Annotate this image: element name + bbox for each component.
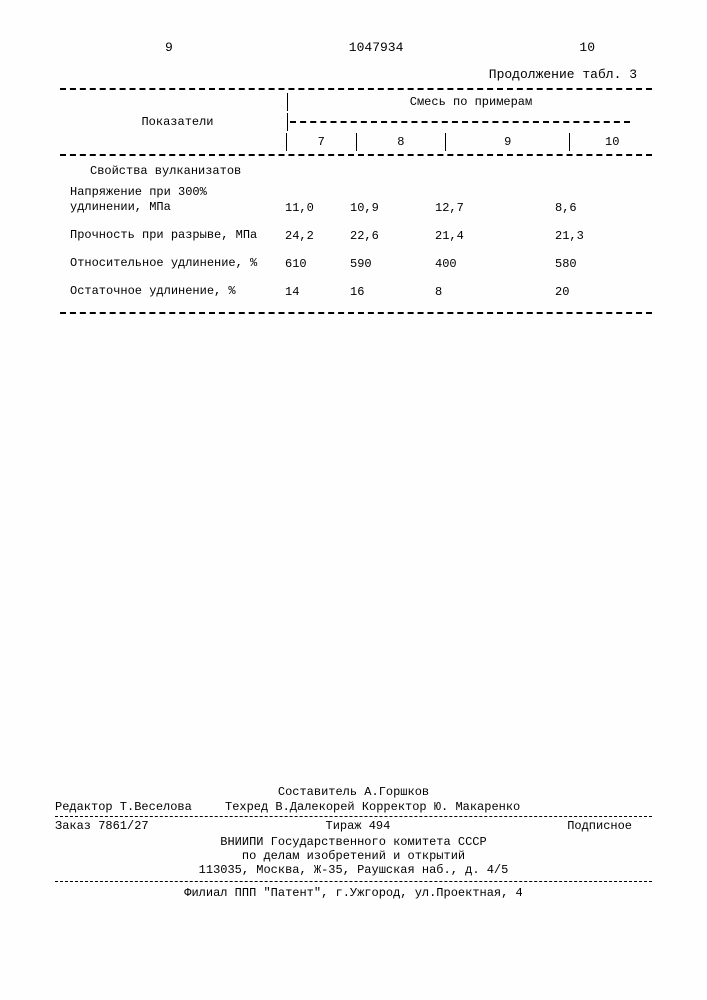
header-page-numbers: 9 1047934 10 bbox=[165, 40, 595, 55]
cell: 21,4 bbox=[435, 229, 555, 243]
table-continuation-label: Продолжение табл. 3 bbox=[60, 67, 637, 82]
org-line-1: ВНИИПИ Государственного комитета СССР bbox=[55, 835, 652, 849]
patent-page: 9 1047934 10 Продолжение табл. 3 Смесь п… bbox=[0, 0, 707, 1000]
col-divider bbox=[569, 133, 570, 151]
publisher-address: 113035, Москва, Ж-35, Раушская наб., д. … bbox=[55, 863, 652, 877]
col-7: 7 bbox=[318, 135, 325, 149]
table-row: Прочность при разрыве, МПа 24,2 22,6 21,… bbox=[60, 218, 652, 246]
table-header-divider bbox=[60, 154, 652, 156]
document-number: 1047934 bbox=[349, 40, 404, 55]
col-divider bbox=[356, 133, 357, 151]
row-label: Напряжение при 300% удлинении, МПа bbox=[60, 185, 285, 215]
imprint-publisher: Заказ 7861/27 Тираж 494 Подписное ВНИИПИ… bbox=[55, 817, 652, 882]
indicators-header: Показатели bbox=[141, 115, 213, 129]
table-row: Напряжение при 300% удлинении, МПа 11,0 … bbox=[60, 182, 652, 218]
cell: 400 bbox=[435, 257, 555, 271]
table-header-row-2: Показатели bbox=[60, 112, 652, 132]
col-divider bbox=[445, 133, 446, 151]
subscription: Подписное bbox=[567, 819, 632, 833]
cell: 16 bbox=[350, 285, 435, 299]
editor: Редактор Т.Веселова bbox=[55, 800, 225, 814]
col-divider bbox=[286, 133, 287, 151]
table-border-top bbox=[60, 88, 652, 90]
row-label: Остаточное удлинение, % bbox=[60, 284, 285, 299]
cell: 20 bbox=[555, 285, 635, 299]
table-border-bottom bbox=[60, 312, 652, 314]
row-label: Прочность при разрыве, МПа bbox=[60, 228, 285, 243]
order-line: Заказ 7861/27 Тираж 494 Подписное bbox=[55, 819, 652, 835]
table-row: Остаточное удлинение, % 14 16 8 20 bbox=[60, 274, 652, 302]
cell: 590 bbox=[350, 257, 435, 271]
cell: 8 bbox=[435, 285, 555, 299]
techred-corrector: Техред В.Далекорей Корректор Ю. Макаренк… bbox=[225, 800, 652, 814]
page-right-number: 10 bbox=[579, 40, 595, 55]
imprint-block: Составитель А.Горшков Редактор Т.Веселов… bbox=[55, 785, 652, 900]
col-divider bbox=[287, 113, 288, 131]
cell: 12,7 bbox=[435, 201, 555, 215]
table-header-row-1: Смесь по примерам bbox=[60, 92, 652, 112]
order-number: Заказ 7861/27 bbox=[55, 819, 149, 833]
cell: 24,2 bbox=[285, 229, 350, 243]
cell: 14 bbox=[285, 285, 350, 299]
vulcanizate-section-title: Свойства вулканизатов bbox=[60, 158, 652, 182]
cell: 10,9 bbox=[350, 201, 435, 215]
imprint-editor-line: Редактор Т.Веселова Техред В.Далекорей К… bbox=[55, 800, 652, 817]
col-10: 10 bbox=[605, 135, 619, 149]
page-left-number: 9 bbox=[165, 40, 173, 55]
mix-header: Смесь по примерам bbox=[410, 95, 532, 109]
table-row: Относительное удлинение, % 610 590 400 5… bbox=[60, 246, 652, 274]
cell: 21,3 bbox=[555, 229, 635, 243]
data-table: Смесь по примерам Показатели 7 8 9 10 Св… bbox=[60, 88, 652, 314]
cell: 8,6 bbox=[555, 201, 635, 215]
sub-header-dash bbox=[290, 121, 630, 123]
row-label: Относительное удлинение, % bbox=[60, 256, 285, 271]
col-8: 8 bbox=[397, 135, 404, 149]
table-header-row-3: 7 8 9 10 bbox=[60, 132, 652, 152]
col-divider bbox=[287, 93, 288, 111]
cell: 580 bbox=[555, 257, 635, 271]
print-run: Тираж 494 bbox=[326, 819, 391, 833]
org-line-2: по делам изобретений и открытий bbox=[55, 849, 652, 863]
branch-line: Филиал ППП "Патент", г.Ужгород, ул.Проек… bbox=[55, 882, 652, 900]
col-9: 9 bbox=[504, 135, 511, 149]
cell: 22,6 bbox=[350, 229, 435, 243]
compiler: Составитель А.Горшков bbox=[278, 785, 429, 799]
cell: 610 bbox=[285, 257, 350, 271]
cell: 11,0 bbox=[285, 201, 350, 215]
